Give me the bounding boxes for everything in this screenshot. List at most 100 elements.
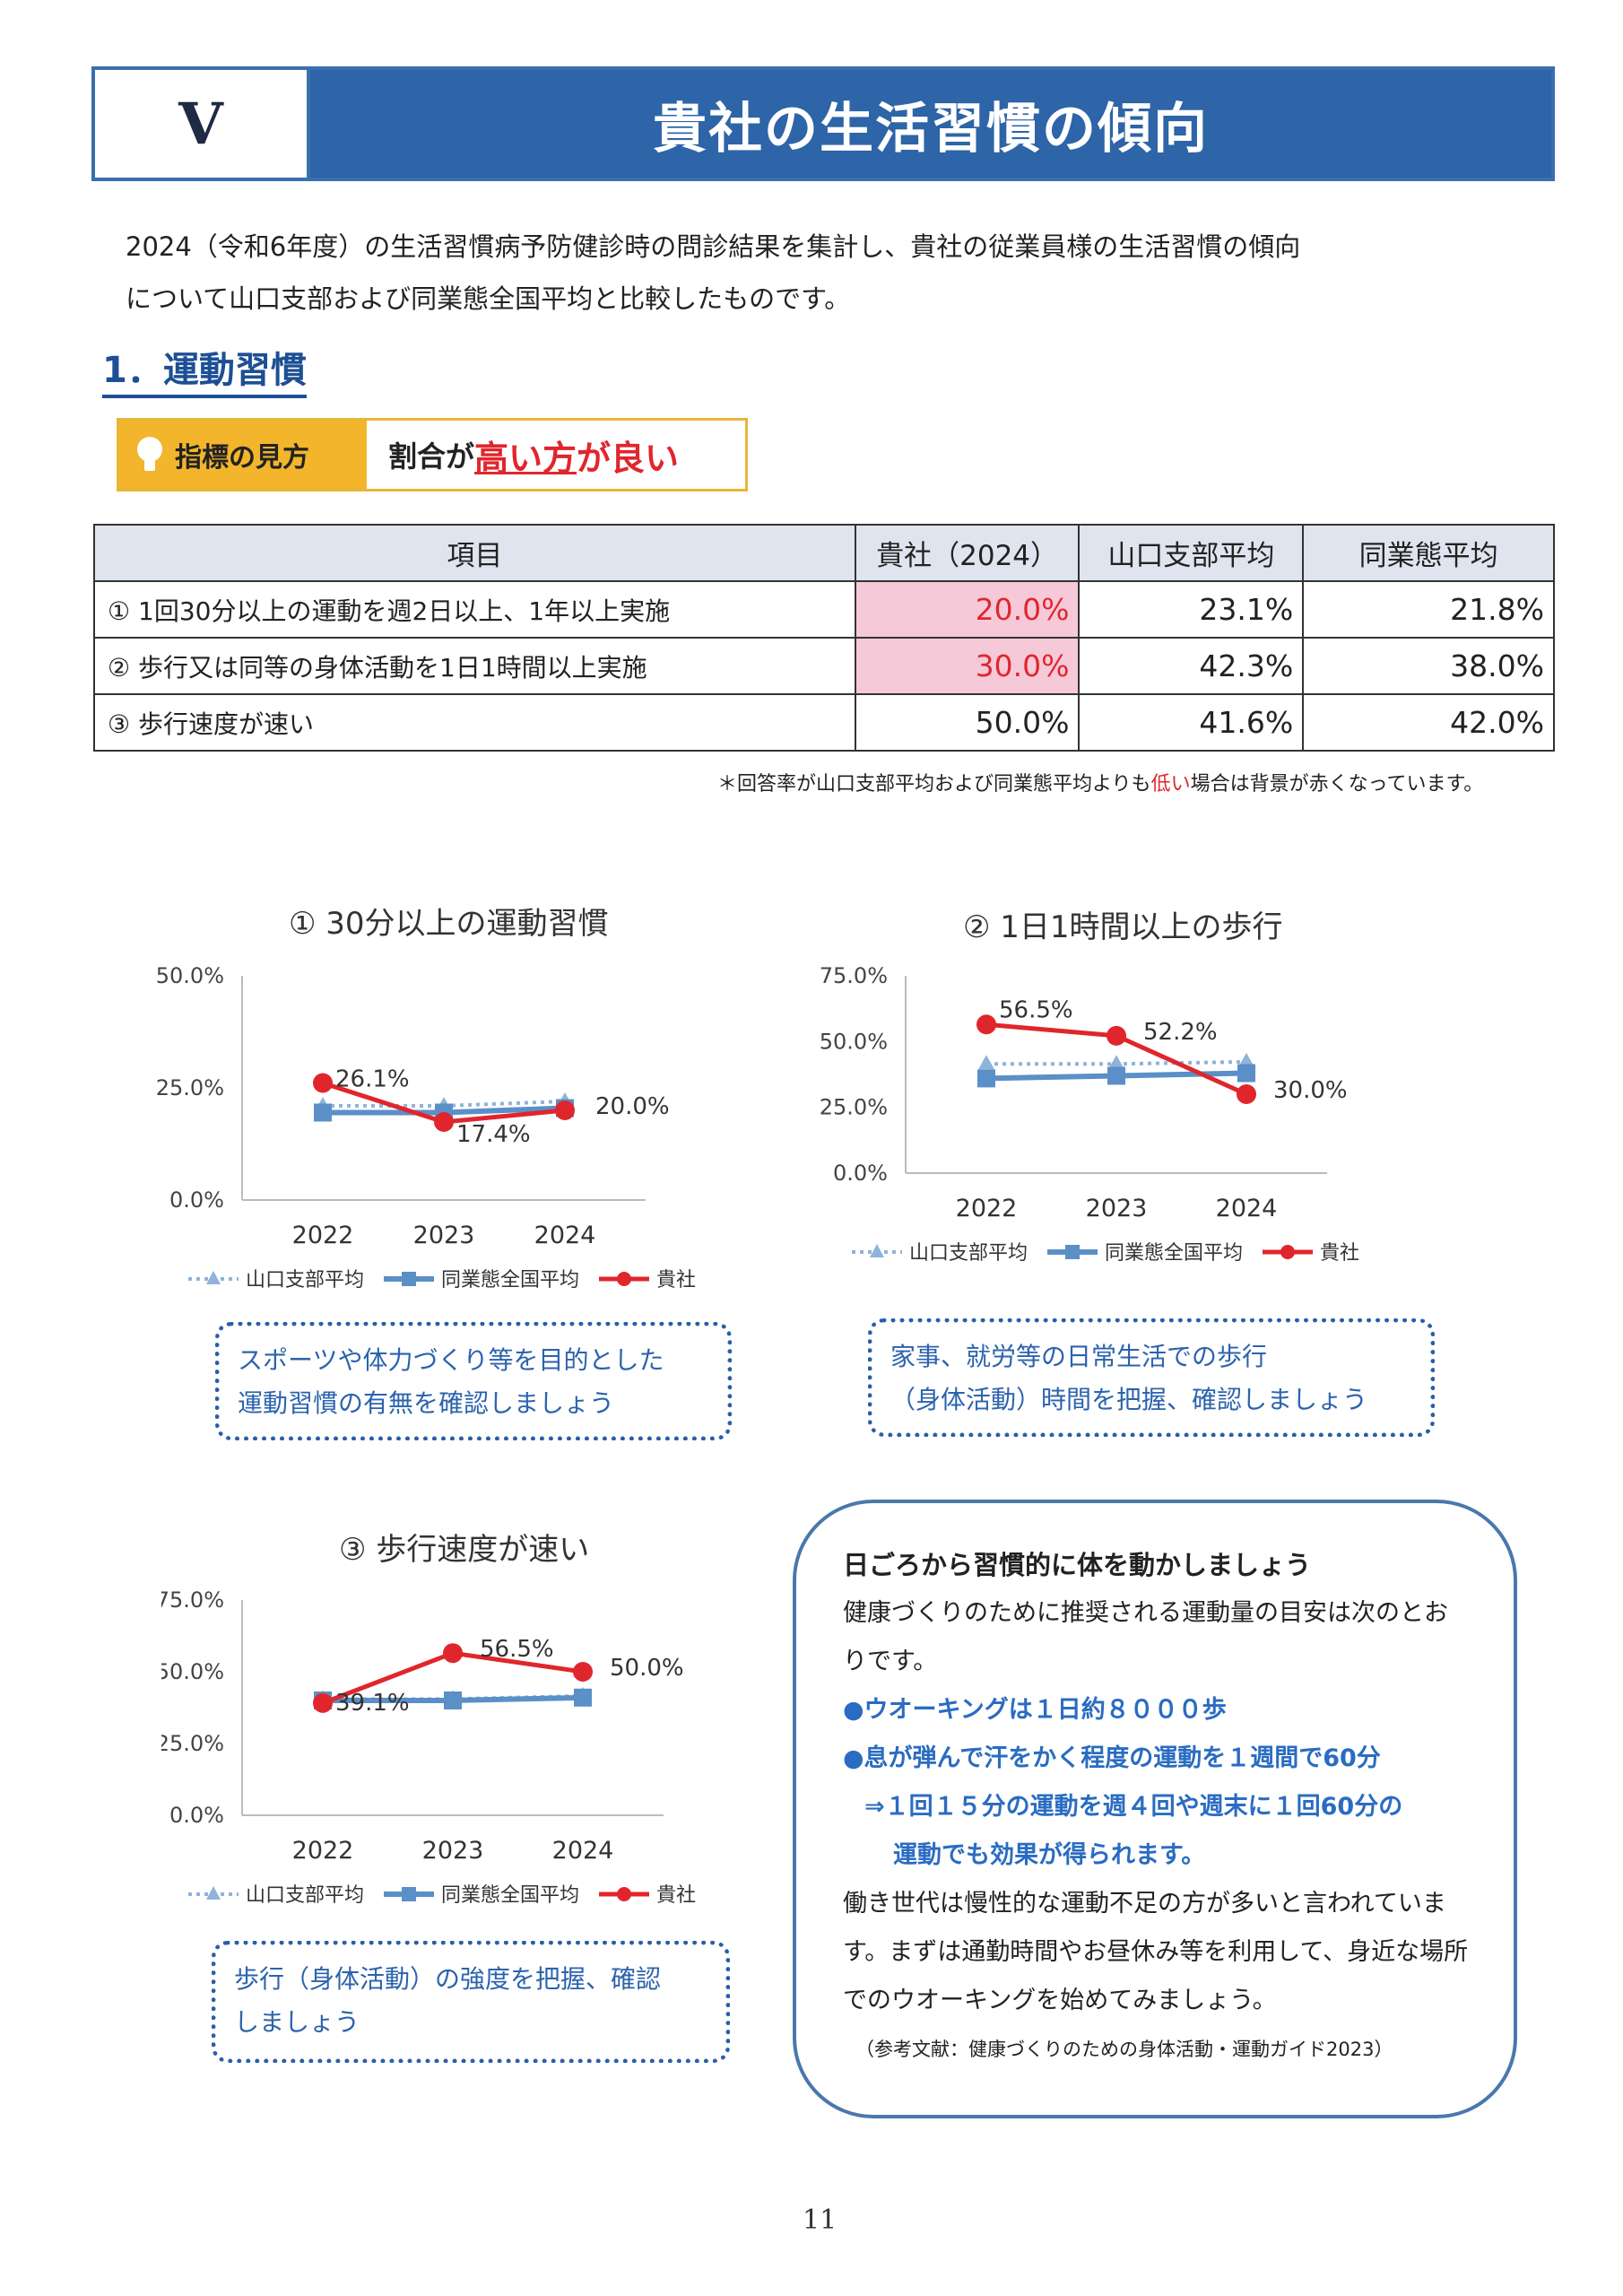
hint-emphasis-1: 高い方 (474, 438, 577, 478)
chart-walking-speed: 0.0% 25.0% 50.0% 75.0% 2022 2023 2024 39.1% 56.5… (161, 1587, 696, 1907)
legend-marker (1280, 1245, 1295, 1259)
chart-exercise-30min: 0.0% 25.0% 50.0% 2022 2023 2024 26.1% 17.4% 20.0… (156, 963, 696, 1292)
hint-prefix: 割合が (388, 439, 475, 474)
row-company: 20.0% (854, 580, 1081, 639)
intro-line-2: について山口支部および同業態全国平均と比較したものです。 (126, 283, 851, 314)
advice-intro: 健康づくりのために推奨される運動量の目安は次のとおりです。 (843, 1599, 1448, 1675)
legend-marker (402, 1272, 416, 1286)
data-point (1108, 1055, 1124, 1070)
x-tick-label: 2024 (1216, 1195, 1278, 1222)
x-tick-label: 2022 (292, 1837, 354, 1865)
section-title: 貴社の生活習慣の傾向 (653, 97, 1209, 161)
data-point (976, 1014, 996, 1035)
data-label: 30.0% (1273, 1077, 1348, 1104)
legend-label: 山口支部平均 (246, 1884, 364, 1907)
chart-3-title: ③ 歩行速度が速い (339, 1532, 590, 1568)
legend-label: 貴社 (1320, 1242, 1359, 1265)
legend-marker (1065, 1245, 1080, 1259)
x-tick-label: 2023 (1086, 1195, 1148, 1222)
header-industry: 同業態平均 (1302, 524, 1555, 582)
legend-marker (206, 1886, 221, 1900)
data-point (313, 1073, 333, 1093)
legend-marker (617, 1272, 631, 1286)
table-row: ③ 歩行速度が速い 50.0% 41.6% 42.0% (93, 693, 1555, 752)
data-label: 56.5% (999, 996, 1073, 1023)
row-branch: 23.1% (1078, 580, 1305, 639)
data-point (977, 1069, 995, 1088)
data-point (313, 1692, 333, 1713)
advice-body: 働き世代は慢性的な運動不足の方が多いと言われています。まずは通勤時間やお昼休み等… (843, 1890, 1469, 2014)
data-point (434, 1112, 454, 1132)
y-tick-label: 25.0% (156, 1075, 224, 1100)
y-tick-label: 0.0% (169, 1187, 224, 1213)
legend-label: 山口支部平均 (246, 1269, 364, 1292)
table-row: ① 1回30分以上の運動を週2日以上、1年以上実施 20.0% 23.1% 21… (93, 580, 1555, 639)
y-tick-label: 25.0% (161, 1731, 224, 1756)
row-branch: 42.3% (1078, 637, 1305, 695)
lightbulb-icon (137, 437, 162, 473)
header-company: 貴社（2024） (854, 524, 1081, 582)
table-note: ＊回答率が山口支部平均および同業態平均よりも低い場合は背景が赤くなっています。 (717, 773, 1484, 796)
y-tick-label: 50.0% (156, 963, 224, 988)
data-label: 26.1% (335, 1066, 410, 1093)
data-label: 17.4% (456, 1121, 531, 1148)
y-tick-label: 50.0% (161, 1659, 224, 1684)
y-tick-label: 25.0% (820, 1095, 888, 1120)
legend-marker (870, 1244, 884, 1257)
chart-walking-1hour: 0.0% 25.0% 50.0% 75.0% 2022 2023 2024 56.5% 52.2… (820, 963, 1359, 1265)
advice-bullet-1: ●ウオーキングは１日約８０００歩 (843, 1696, 1227, 1724)
legend-marker (617, 1887, 631, 1901)
x-tick-label: 2024 (552, 1837, 614, 1865)
section-banner: Ⅴ 貴社の生活習慣の傾向 (91, 66, 1555, 181)
data-point (1107, 1025, 1126, 1046)
section-number: Ⅴ (95, 70, 310, 178)
advice-heading: 日ごろから習慣的に体を動かしましょう (843, 1550, 1312, 1580)
data-point (574, 1688, 592, 1707)
advice-bullet-2: ●息が弾んで汗をかく程度の運動を１週間で60分 (843, 1744, 1381, 1772)
x-tick-label: 2023 (413, 1222, 475, 1249)
legend-label: 同業態全国平均 (441, 1884, 579, 1907)
header-item: 項目 (93, 524, 856, 582)
y-tick-label: 75.0% (820, 963, 888, 988)
page-number: 11 (803, 2205, 838, 2236)
hint-emphasis-2: が良い (577, 438, 680, 478)
row-branch: 41.6% (1078, 693, 1305, 752)
chart-2-title: ② 1日1時間以上の歩行 (963, 909, 1283, 945)
data-point (573, 1662, 593, 1682)
header-branch: 山口支部平均 (1078, 524, 1305, 582)
x-tick-label: 2023 (422, 1837, 484, 1865)
data-point (1107, 1066, 1125, 1085)
legend-label: 同業態全国平均 (441, 1269, 579, 1292)
data-label: 20.0% (595, 1093, 670, 1120)
data-label: 56.5% (480, 1636, 554, 1663)
row-industry: 21.8% (1302, 580, 1555, 639)
y-tick-label: 75.0% (161, 1587, 224, 1613)
data-point (1238, 1052, 1254, 1067)
data-point (1237, 1084, 1256, 1104)
advice-reference: （参考文献：健康づくりのための身体活動・運動ガイド2023） (855, 2039, 1393, 2060)
data-point (443, 1643, 463, 1664)
row-company: 50.0% (854, 693, 1081, 752)
legend-label: 貴社 (656, 1269, 696, 1292)
exercise-table: 項目 貴社（2024） 山口支部平均 同業態平均 ① 1回30分以上の運動を週2… (93, 524, 1555, 752)
row-industry: 38.0% (1302, 637, 1555, 695)
legend-label: 山口支部平均 (909, 1242, 1028, 1265)
data-label: 50.0% (610, 1655, 684, 1682)
subsection-title: 1．運動習慣 (102, 341, 307, 398)
x-tick-label: 2022 (956, 1195, 1018, 1222)
chart-1-title: ① 30分以上の運動習慣 (289, 906, 609, 942)
intro-line-1: 2024（令和6年度）の生活習慣病予防健診時の問診結果を集計し、貴社の従業員様の… (126, 231, 1301, 262)
callout-walking: 家事、就労等の日常生活での歩行 （身体活動）時間を把握、確認しましょう (868, 1318, 1435, 1437)
data-point (1237, 1064, 1255, 1083)
x-tick-label: 2024 (534, 1222, 596, 1249)
legend-marker (402, 1887, 416, 1901)
data-point (314, 1103, 332, 1122)
indicator-hint: 指標の見方 割合が 高い方が良い (117, 418, 748, 491)
advice-bullet-4: 運動でも効果が得られます。 (893, 1841, 1206, 1869)
y-tick-label: 50.0% (820, 1029, 888, 1054)
row-item: ③ 歩行速度が速い (93, 693, 856, 752)
data-point (444, 1692, 462, 1709)
y-tick-label: 0.0% (833, 1161, 888, 1186)
callout-speed: 歩行（身体活動）の強度を把握、確認 しましょう (212, 1941, 730, 2063)
row-item: ② 歩行又は同等の身体活動を1日1時間以上実施 (93, 637, 856, 695)
